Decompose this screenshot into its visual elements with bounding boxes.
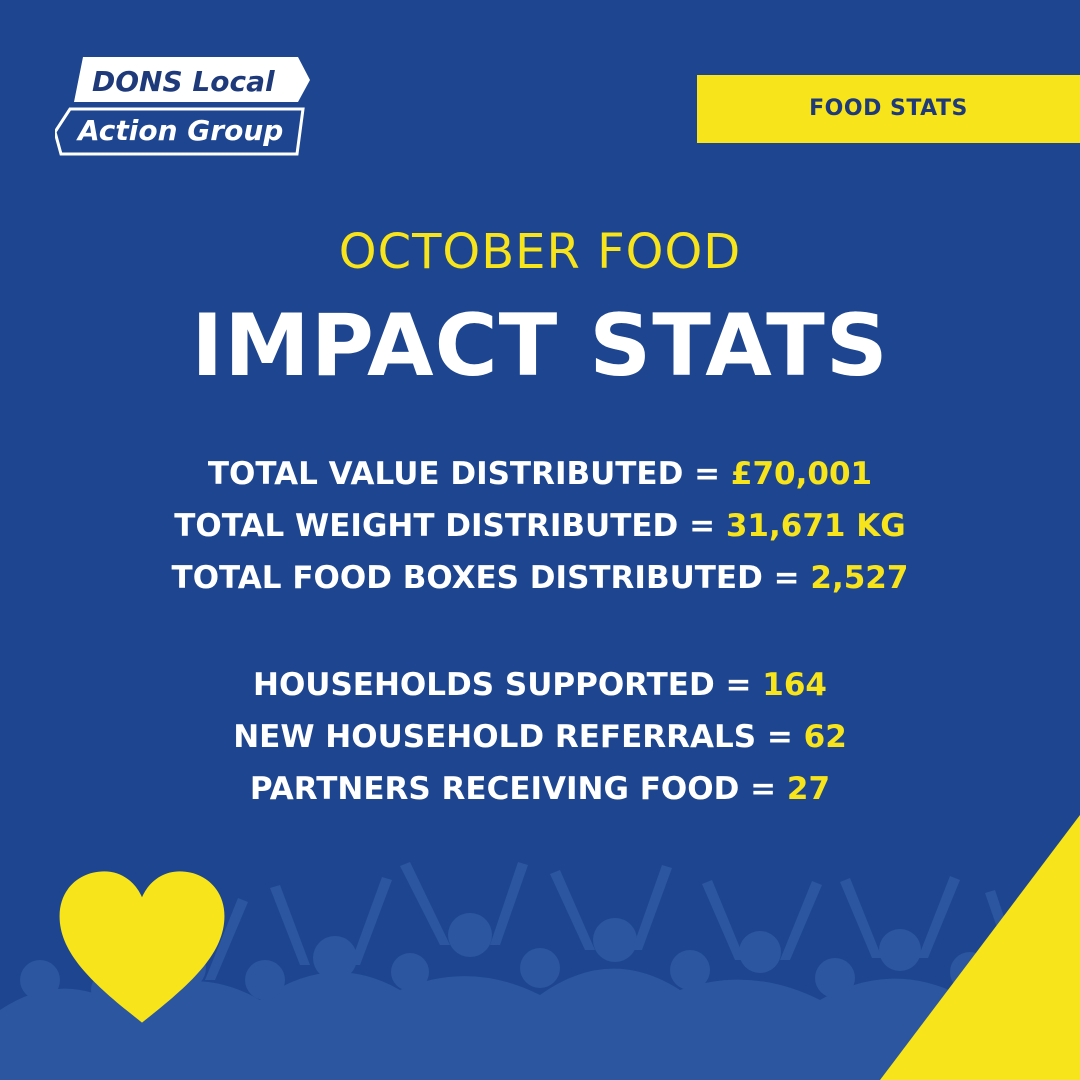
stat-value: 164 (762, 667, 827, 703)
corner-accent (880, 815, 1080, 1080)
stat-value: £70,001 (730, 456, 873, 492)
stat-separator: = (762, 560, 811, 596)
stats-group-households: HOUSEHOLDS SUPPORTED = 164 NEW HOUSEHOLD… (0, 659, 1080, 815)
page-subtitle: OCTOBER FOOD (338, 224, 742, 280)
page-title: IMPACT STATS (191, 296, 889, 396)
stat-row-total-weight: TOTAL WEIGHT DISTRIBUTED = 31,671 KG (0, 500, 1080, 552)
stat-row-total-food-boxes: TOTAL FOOD BOXES DISTRIBUTED = 2,527 (0, 552, 1080, 604)
stat-separator: = (739, 771, 787, 807)
stat-label: PARTNERS RECEIVING FOOD (249, 771, 740, 807)
stat-label: HOUSEHOLDS SUPPORTED (253, 667, 715, 703)
crowd-silhouette (0, 862, 1080, 1080)
stat-value: 27 (786, 771, 831, 807)
stat-label: TOTAL VALUE DISTRIBUTED (207, 456, 684, 492)
stat-value: 31,671 KG (725, 508, 906, 544)
stat-separator: = (678, 508, 726, 544)
stat-row-partners-receiving-food: PARTNERS RECEIVING FOOD = 27 (0, 763, 1080, 815)
category-tag: FOOD STATS (697, 75, 1080, 143)
stat-separator: = (683, 456, 731, 492)
stat-label: TOTAL WEIGHT DISTRIBUTED (174, 508, 679, 544)
stat-value: 2,527 (810, 560, 909, 596)
stat-row-total-value: TOTAL VALUE DISTRIBUTED = £70,001 (0, 448, 1080, 500)
stats-group-distribution: TOTAL VALUE DISTRIBUTED = £70,001 TOTAL … (0, 448, 1080, 604)
logo-text-line2: Action Group (78, 114, 284, 147)
stat-separator: = (756, 719, 804, 755)
stat-value: 62 (803, 719, 847, 755)
stat-label: TOTAL FOOD BOXES DISTRIBUTED (171, 560, 763, 596)
stat-label: NEW HOUSEHOLD REFERRALS (233, 719, 757, 755)
logo-text-line1: DONS Local (92, 65, 275, 98)
logo (55, 57, 310, 156)
stat-separator: = (714, 667, 763, 703)
stat-row-new-referrals: NEW HOUSEHOLD REFERRALS = 62 (0, 711, 1080, 763)
heart-icon (59, 871, 225, 1023)
stat-row-households-supported: HOUSEHOLDS SUPPORTED = 164 (0, 659, 1080, 711)
